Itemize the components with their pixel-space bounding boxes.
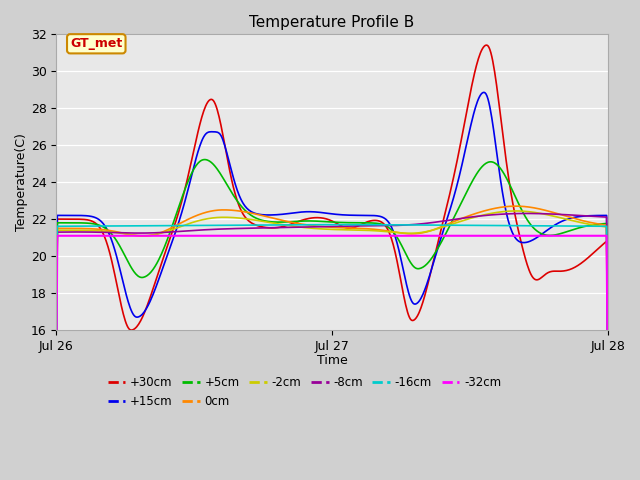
+5cm xyxy=(461,192,469,198)
Title: Temperature Profile B: Temperature Profile B xyxy=(250,15,415,30)
+15cm xyxy=(388,226,396,232)
Text: GT_met: GT_met xyxy=(70,37,122,50)
-32cm xyxy=(604,363,611,369)
-16cm xyxy=(461,222,469,228)
+5cm xyxy=(506,182,514,188)
-16cm xyxy=(328,222,336,228)
Line: -16cm: -16cm xyxy=(56,225,607,360)
+5cm xyxy=(131,270,139,276)
-8cm xyxy=(131,230,139,236)
-2cm xyxy=(604,357,611,363)
Y-axis label: Temperature(C): Temperature(C) xyxy=(15,133,28,231)
-32cm xyxy=(389,233,397,239)
+30cm xyxy=(437,227,445,232)
-32cm xyxy=(52,363,60,369)
+5cm xyxy=(438,238,446,244)
0cm xyxy=(437,224,445,230)
Line: 0cm: 0cm xyxy=(56,206,607,361)
-32cm xyxy=(438,233,446,239)
+30cm xyxy=(460,122,468,128)
-32cm xyxy=(461,233,469,239)
+15cm xyxy=(52,349,60,355)
+30cm xyxy=(396,273,404,278)
-2cm xyxy=(512,208,520,214)
-8cm xyxy=(524,211,531,216)
0cm xyxy=(505,204,513,209)
+15cm xyxy=(506,224,514,229)
+5cm xyxy=(604,355,611,360)
Line: -32cm: -32cm xyxy=(56,236,607,366)
Line: -2cm: -2cm xyxy=(56,211,607,362)
+5cm xyxy=(201,156,209,162)
+5cm xyxy=(52,354,60,360)
-16cm xyxy=(604,357,611,362)
Line: +15cm: +15cm xyxy=(56,92,607,352)
+30cm xyxy=(482,42,490,48)
-8cm xyxy=(460,215,468,221)
-32cm xyxy=(132,233,140,239)
+30cm xyxy=(506,184,514,190)
-16cm xyxy=(506,223,514,228)
-32cm xyxy=(54,233,61,239)
+15cm xyxy=(460,153,468,158)
-2cm xyxy=(396,230,404,236)
+30cm xyxy=(604,367,611,372)
-2cm xyxy=(460,217,468,223)
+15cm xyxy=(604,349,611,355)
-8cm xyxy=(604,351,611,357)
-8cm xyxy=(505,211,513,216)
-32cm xyxy=(506,233,514,239)
Line: -8cm: -8cm xyxy=(56,214,607,363)
-8cm xyxy=(52,360,60,366)
+15cm xyxy=(396,252,404,257)
+30cm xyxy=(52,352,60,358)
+15cm xyxy=(437,235,445,240)
+15cm xyxy=(131,313,139,319)
-2cm xyxy=(437,225,445,230)
0cm xyxy=(52,358,60,364)
0cm xyxy=(396,230,404,236)
+5cm xyxy=(397,241,404,247)
+15cm xyxy=(480,89,488,95)
Legend: +30cm, +15cm, +5cm, 0cm, -2cm, -8cm, -16cm, -32cm: +30cm, +15cm, +5cm, 0cm, -2cm, -8cm, -16… xyxy=(103,372,506,413)
Line: +30cm: +30cm xyxy=(56,45,607,370)
-2cm xyxy=(505,208,513,214)
0cm xyxy=(388,229,396,235)
-16cm xyxy=(397,222,404,228)
Line: +5cm: +5cm xyxy=(56,159,607,358)
-2cm xyxy=(388,229,396,235)
-16cm xyxy=(131,223,139,229)
-2cm xyxy=(131,232,139,238)
0cm xyxy=(512,203,520,209)
0cm xyxy=(460,215,468,220)
+5cm xyxy=(389,229,397,235)
-16cm xyxy=(438,222,446,228)
-32cm xyxy=(397,233,404,239)
+30cm xyxy=(131,326,139,332)
X-axis label: Time: Time xyxy=(317,354,348,367)
-8cm xyxy=(388,223,396,228)
-8cm xyxy=(437,218,445,224)
0cm xyxy=(131,233,139,239)
+30cm xyxy=(388,239,396,244)
0cm xyxy=(604,356,611,362)
-2cm xyxy=(52,360,60,365)
-16cm xyxy=(389,222,397,228)
-16cm xyxy=(52,357,60,362)
-8cm xyxy=(396,222,404,228)
